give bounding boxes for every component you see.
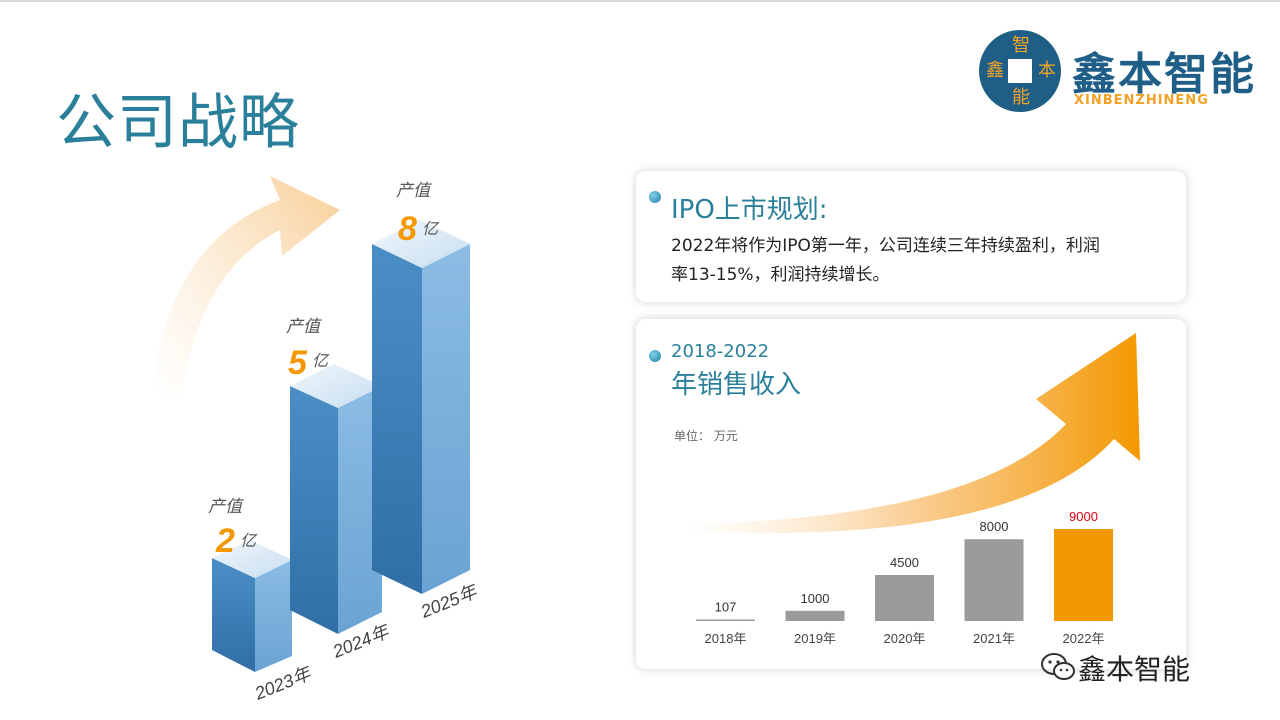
revenue-category-label-0: 2018年 [705,631,747,646]
revenue-chart: 107 2018年 1000 2019年 4500 2020年 8000 2021年 9000 2… [684,333,1140,646]
revenue-bar-1 [785,610,845,621]
bar-2023 [212,540,292,672]
revenue-bar-0 [696,619,755,621]
ipo-heading: IPO上市规划: [671,195,828,225]
revenue-value-label-2: 4500 [890,555,919,570]
growth-illustration: 产值 2 亿 产值 5 亿 产值 8 亿 2023年 2024年 2025年 [152,176,481,704]
logo-text: 鑫本智能 [1072,49,1256,100]
logo-char-bottom: 能 [1012,87,1030,108]
revenue-category-label-4: 2022年 [1063,631,1105,646]
label-2024-value: 5 [288,344,308,382]
revenue-heading: 年销售收入 [671,370,802,400]
label-2024-unit: 亿 [312,352,330,370]
logo-subtext: XINBENZHINENG [1074,93,1209,108]
label-2025-value: 8 [398,210,417,248]
unit-label: 单位： 万元 [674,429,738,443]
ipo-card: IPO上市规划: 2022年将作为IPO第一年，公司连续三年持续盈利，利润 率1… [636,171,1186,302]
revenue-card: 107 2018年 1000 2019年 4500 2020年 8000 2021年 9000 2… [636,319,1186,669]
growth-arrow-shape [152,176,340,400]
logo-square [1008,59,1032,83]
label-2024-prefix: 产值 [286,317,322,336]
logo-char-left: 鑫 [986,60,1004,81]
bullet-dot-icon [649,191,661,203]
bar-2024 [290,364,382,634]
label-2023-value: 2 [215,522,235,560]
revenue-category-label-2: 2020年 [884,631,926,646]
label-2025-prefix: 产值 [396,181,432,200]
revenue-bar-4 [1054,529,1113,621]
revenue-value-label-3: 8000 [980,519,1009,534]
revenue-category-label-3: 2021年 [973,631,1015,646]
label-2023-prefix: 产值 [208,497,244,516]
revenue-value-label-4: 9000 [1069,509,1098,524]
revenue-years: 2018-2022 [671,341,770,362]
wechat-icon [1041,653,1075,680]
watermark-text: 鑫本智能 [1078,653,1191,686]
revenue-bar-3 [964,539,1024,621]
revenue-value-label-0: 107 [715,600,737,615]
revenue-growth-arrow [684,333,1140,534]
logo-char-right: 本 [1038,60,1056,81]
revenue-value-label-1: 1000 [801,591,830,606]
label-2023-unit: 亿 [240,532,258,550]
bar-2025 [372,220,470,594]
page-title: 公司战略 [56,88,300,158]
label-2025-unit: 亿 [422,220,440,238]
top-border [0,0,1280,2]
ipo-line-1: 2022年将作为IPO第一年，公司连续三年持续盈利，利润 [671,236,1100,256]
revenue-bar-2 [875,575,934,621]
ipo-line-2: 率13-15%，利润持续增长。 [671,265,890,285]
logo-char-top: 智 [1012,35,1030,56]
bullet-dot-icon [649,350,661,362]
revenue-category-label-1: 2019年 [794,631,836,646]
